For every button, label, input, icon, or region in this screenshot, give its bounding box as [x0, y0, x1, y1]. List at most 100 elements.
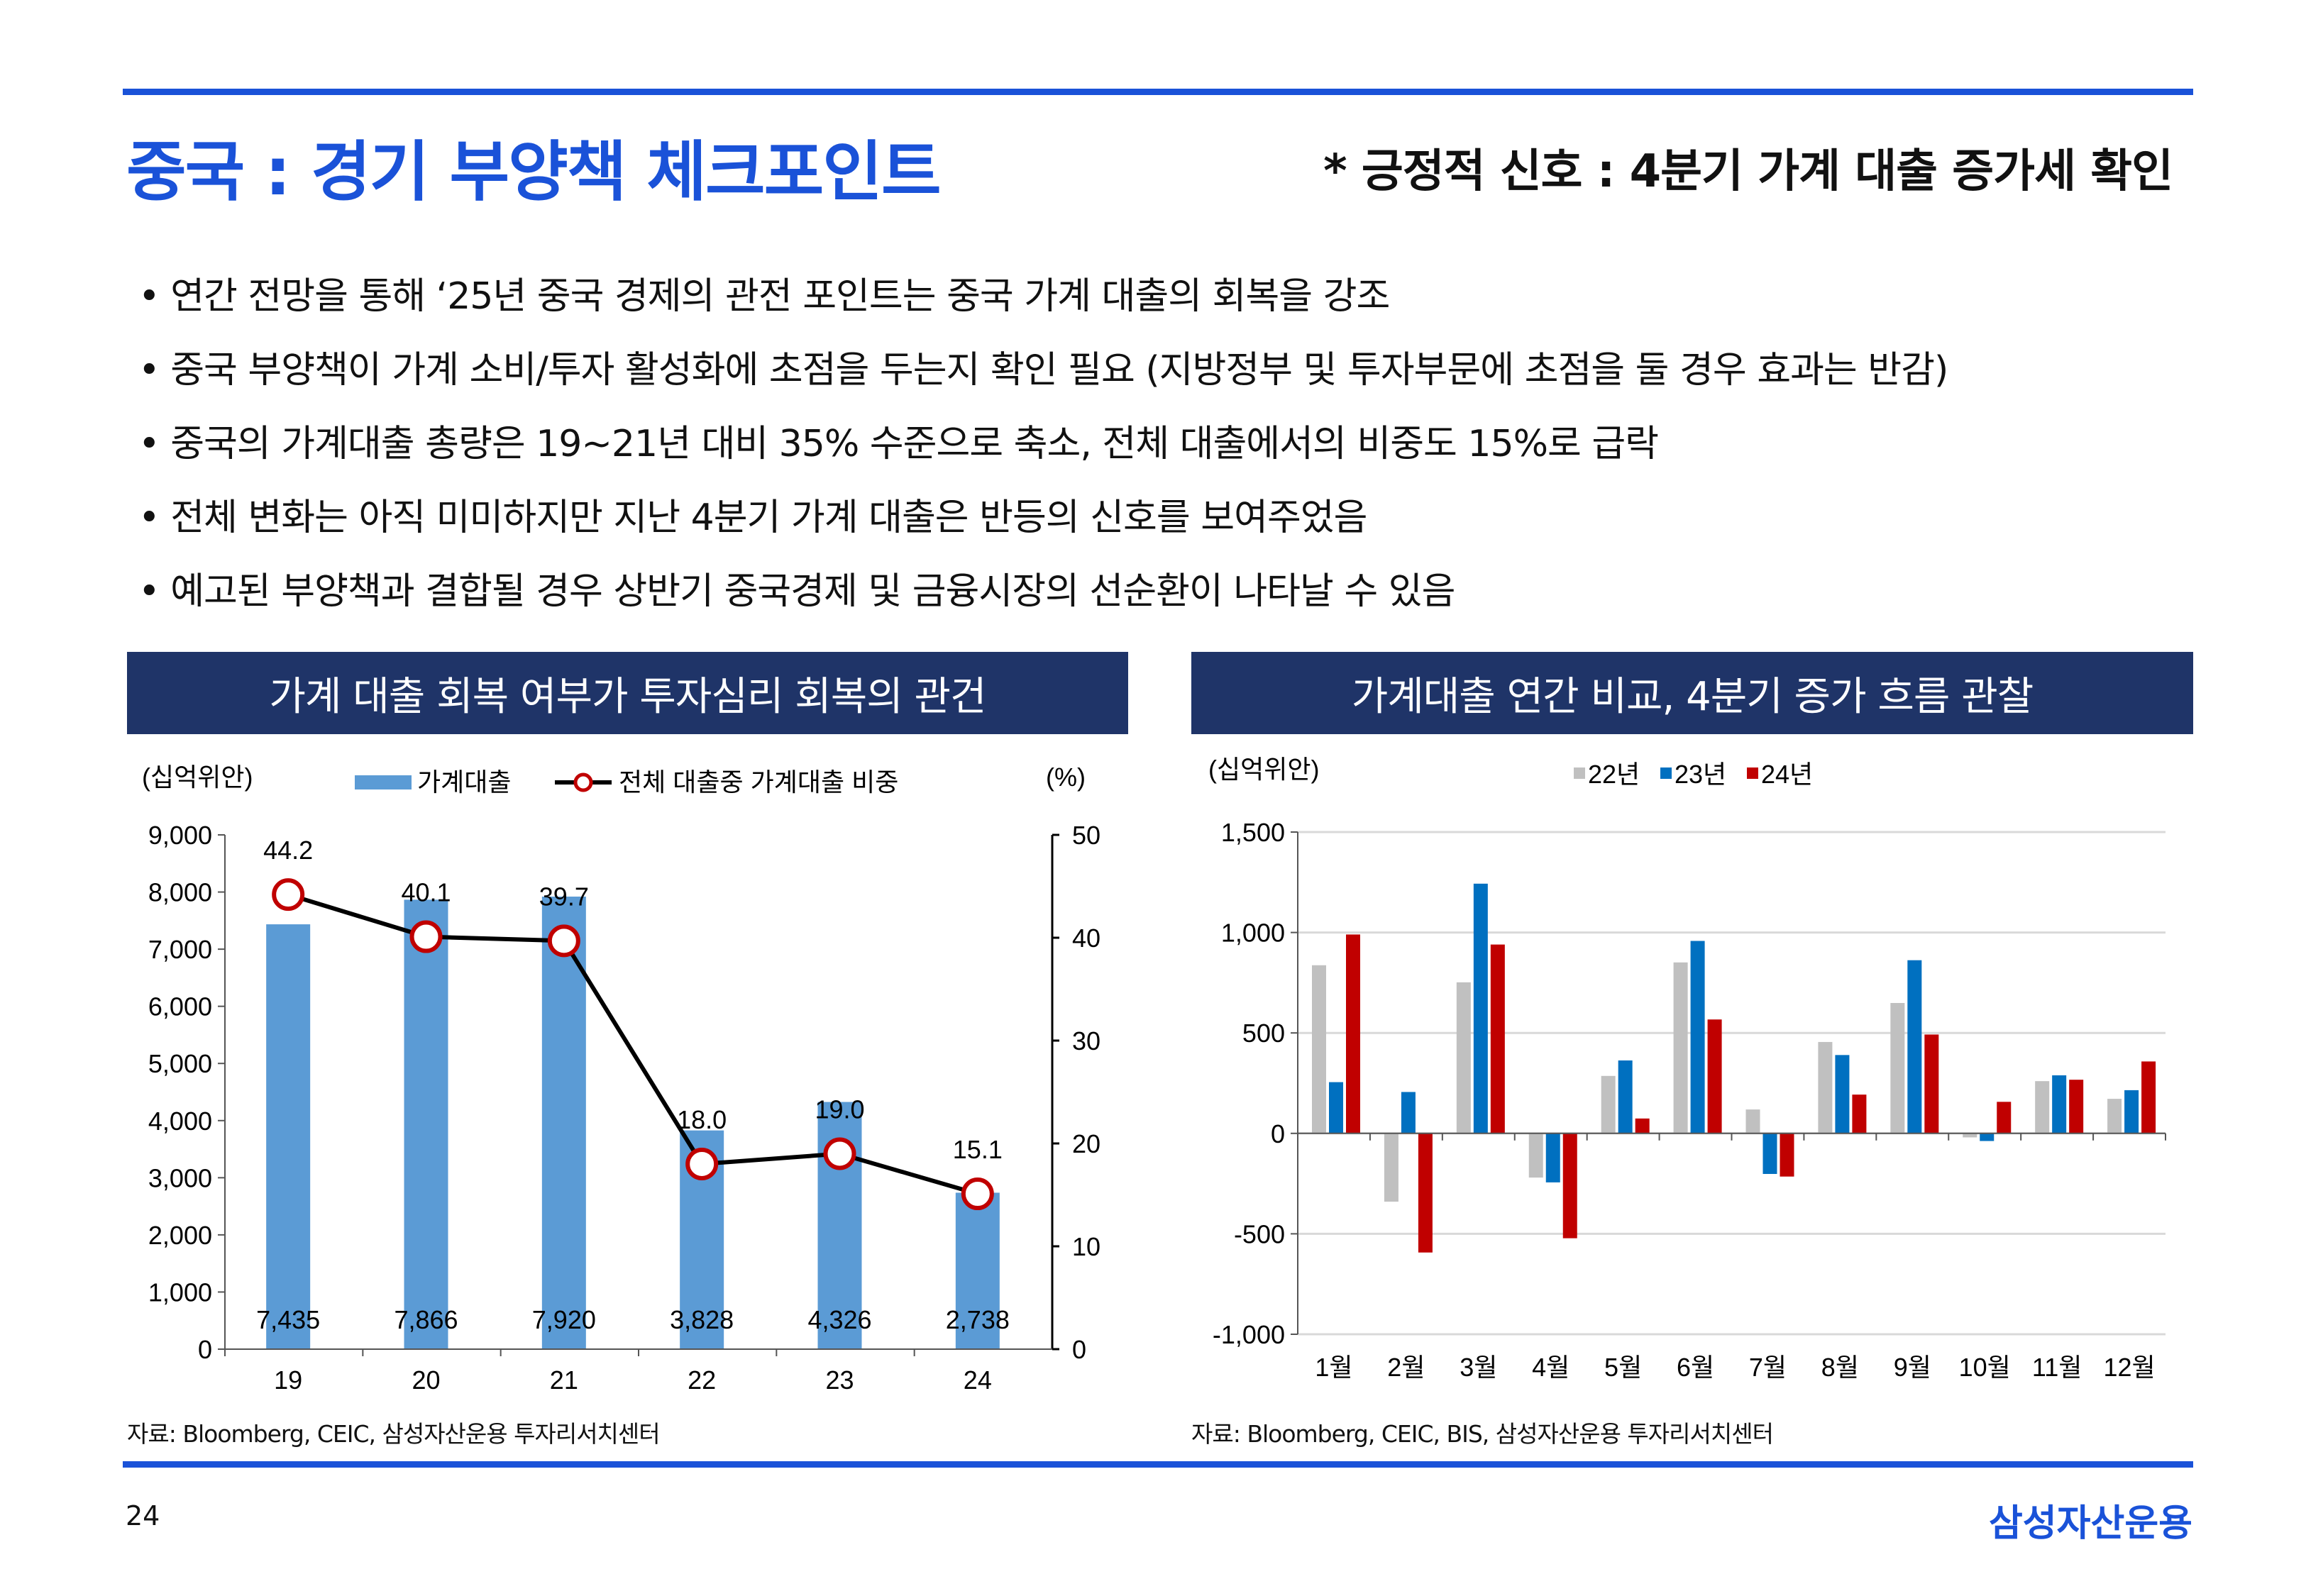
- y-tick-label: 7,000: [148, 935, 212, 964]
- bar-23년: [1473, 883, 1488, 1134]
- x-tick-label: 8월: [1821, 1353, 1859, 1382]
- bullet-item: • 전체 변화는 아직 미미하지만 지난 4분기 가계 대출은 반등의 신호를 …: [138, 497, 1367, 539]
- legend-swatch: [1660, 767, 1672, 779]
- bullet-item: • 중국의 가계대출 총량은 19~21년 대비 35% 수준으로 축소, 전체…: [138, 423, 1659, 465]
- top-rule: [123, 89, 2193, 95]
- bar-value-label: 2,738: [946, 1305, 1010, 1334]
- x-tick-label: 2월: [1387, 1353, 1425, 1382]
- bar-24년: [1707, 1019, 1722, 1134]
- x-tick-label: 12월: [2103, 1353, 2155, 1382]
- legend-marker: [573, 772, 593, 792]
- y2-tick-label: 40: [1072, 924, 1100, 953]
- x-tick-label: 23: [825, 1365, 854, 1395]
- bar-22년: [2035, 1081, 2050, 1134]
- y-tick-label: -500: [1234, 1219, 1285, 1248]
- bar-24년: [2141, 1061, 2156, 1134]
- bar-value-label: 7,435: [256, 1305, 320, 1334]
- y-tick-label: 1,000: [148, 1278, 212, 1307]
- y-tick-label: -1,000: [1213, 1320, 1285, 1349]
- page-subtitle: * 긍정적 신호 : 4분기 가계 대출 증가세 확인: [1323, 145, 2173, 198]
- legend-swatch-bar: [355, 775, 412, 789]
- bar-23년: [1980, 1133, 1995, 1141]
- bar-value-label: 3,828: [670, 1305, 734, 1334]
- x-tick-label: 9월: [1894, 1353, 1931, 1382]
- bar-24년: [1635, 1118, 1650, 1134]
- y-axis-unit: (십억위안): [1208, 755, 1319, 784]
- share-point: [685, 1148, 719, 1180]
- chart-left-source: 자료: Bloomberg, CEIC, 삼성자산운용 투자리서치센터: [127, 1420, 661, 1448]
- brand-logo: 삼성자산운용: [1988, 1502, 2192, 1545]
- share-value-label: 18.0: [677, 1105, 727, 1134]
- y-tick-label: 3,000: [148, 1163, 212, 1192]
- bar-value-label: 7,920: [532, 1305, 596, 1334]
- bar-24년: [2069, 1080, 2084, 1134]
- page-number: 24: [126, 1500, 160, 1531]
- bar-22년: [1312, 965, 1326, 1134]
- bar-value-label: 7,866: [394, 1305, 458, 1334]
- x-tick-label: 3월: [1460, 1353, 1497, 1382]
- x-tick-label: 11월: [2032, 1353, 2082, 1382]
- bar-24년: [1997, 1102, 2012, 1134]
- bar-22년: [1384, 1133, 1399, 1202]
- x-tick-label: 19: [274, 1365, 302, 1395]
- share-point: [823, 1137, 856, 1170]
- legend-label: 23년: [1675, 760, 1726, 789]
- share-point: [547, 924, 580, 958]
- y-tick-label: 1,500: [1221, 818, 1285, 847]
- bar-23년: [1835, 1055, 1850, 1134]
- share-point: [961, 1177, 994, 1211]
- bar-24년: [1562, 1133, 1577, 1238]
- bar-23년: [2124, 1090, 2139, 1134]
- chart-right-title: 가계대출 연간 비교, 4분기 증가 흐름 관찰: [1191, 652, 2193, 734]
- x-tick-label: 20: [412, 1365, 440, 1395]
- bar: [955, 1192, 1000, 1349]
- y-tick-label: 6,000: [148, 992, 212, 1021]
- bullet-item: • 중국 부양책이 가계 소비/투자 활성화에 초점을 두는지 확인 필요 (지…: [138, 349, 1948, 392]
- x-tick-label: 7월: [1749, 1353, 1787, 1382]
- y-tick-label: 0: [1271, 1119, 1285, 1148]
- y-tick-label: 500: [1242, 1019, 1285, 1048]
- y-axis-unit: (십억위안): [142, 763, 253, 792]
- share-value-label: 40.1: [401, 878, 451, 907]
- bar-22년: [1963, 1133, 1977, 1138]
- y-tick-label: 9,000: [148, 821, 212, 850]
- bar-23년: [1762, 1133, 1777, 1175]
- share-point: [272, 878, 305, 911]
- bar-24년: [1852, 1095, 1867, 1134]
- x-tick-label: 5월: [1604, 1353, 1642, 1382]
- bullet-item: • 예고된 부양책과 결합될 경우 상반기 중국경제 및 금융시장의 선순환이 …: [138, 570, 1455, 613]
- legend-label: 가계대출: [417, 767, 511, 797]
- x-tick-label: 10월: [1959, 1353, 2011, 1382]
- bar-23년: [1401, 1092, 1416, 1134]
- bar: [266, 924, 311, 1349]
- y2-tick-label: 0: [1072, 1335, 1086, 1364]
- x-tick-label: 4월: [1532, 1353, 1569, 1382]
- bar-24년: [1780, 1133, 1794, 1177]
- y-tick-label: 8,000: [148, 878, 212, 907]
- legend-label: 전체 대출중 가계대출 비중: [619, 767, 898, 797]
- bar-23년: [1690, 941, 1705, 1134]
- y-tick-label: 1,000: [1221, 919, 1285, 948]
- share-value-label: 15.1: [953, 1135, 1003, 1164]
- bar-24년: [1346, 934, 1360, 1134]
- legend-swatch: [1574, 767, 1585, 779]
- bar-23년: [1907, 960, 1922, 1134]
- bar-23년: [1545, 1133, 1560, 1182]
- bar-22년: [2107, 1099, 2122, 1134]
- x-tick-label: 22: [688, 1365, 716, 1395]
- bar: [404, 899, 448, 1349]
- y2-tick-label: 10: [1072, 1232, 1100, 1261]
- y2-tick-label: 30: [1072, 1026, 1100, 1055]
- bar-value-label: 4,326: [807, 1305, 871, 1334]
- bar-22년: [1890, 1003, 1905, 1134]
- share-value-label: 19.0: [815, 1095, 864, 1124]
- y-tick-label: 4,000: [148, 1107, 212, 1136]
- y-tick-label: 2,000: [148, 1221, 212, 1250]
- share-value-label: 39.7: [539, 882, 589, 911]
- share-point: [409, 920, 443, 953]
- bar: [541, 897, 586, 1349]
- bar-23년: [2052, 1075, 2067, 1134]
- x-tick-label: 24: [964, 1365, 992, 1395]
- bar-23년: [1618, 1060, 1633, 1134]
